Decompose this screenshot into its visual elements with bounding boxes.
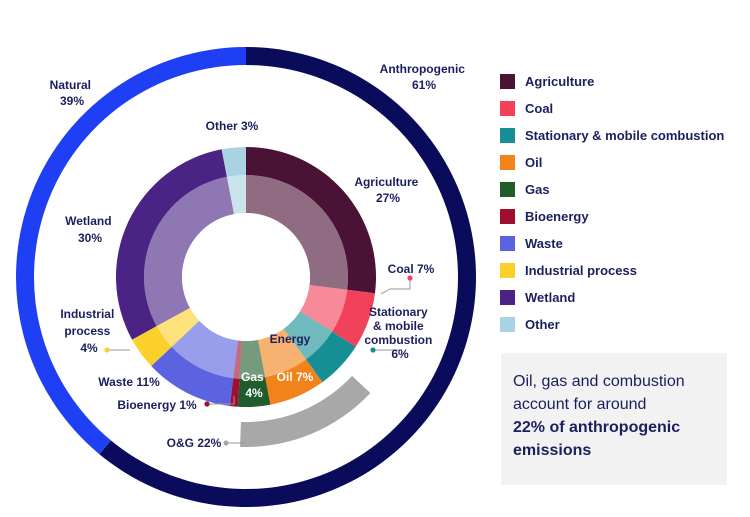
callout-box: Oil, gas and combustion account for arou… — [501, 353, 727, 485]
chart-labels: Natural 39% Anthropogenic 61% Other 3% A… — [50, 62, 469, 450]
slice-other — [221, 147, 246, 177]
slice-agriculture — [246, 147, 376, 294]
leader-dot-industrial — [104, 347, 110, 353]
legend-label: Coal — [525, 101, 554, 116]
legend-item: Bioenergy — [500, 203, 724, 230]
slice-stationary-and-mobile-combustion — [305, 331, 356, 383]
slice-bioenergy — [229, 378, 240, 407]
og-arc — [240, 375, 371, 448]
legend-swatch — [500, 101, 515, 116]
inner-ring — [115, 147, 376, 407]
legend-label: Stationary & mobile combustion — [525, 128, 725, 143]
legend-item: Agriculture — [500, 68, 724, 95]
legend-swatch — [500, 263, 515, 278]
industrial-process-label: Industrial process 4% — [60, 307, 117, 355]
legend-label: Agriculture — [525, 74, 595, 89]
legend-item: Stationary & mobile combustion — [500, 122, 724, 149]
legend-label: Bioenergy — [525, 209, 589, 224]
slice-inner-industrial-process — [156, 307, 200, 347]
leader-line-bioenergy — [207, 396, 235, 405]
legend-item: Coal — [500, 95, 724, 122]
legend-item: Other — [500, 311, 724, 338]
leader-dot-bioenergy — [204, 401, 210, 407]
outer-ring — [16, 47, 477, 507]
outer-slice-anthropogenic — [99, 47, 477, 507]
leader-line-coal — [380, 278, 411, 295]
legend-label: Gas — [525, 182, 550, 197]
legend-item: Gas — [500, 176, 724, 203]
legend-label: Waste — [525, 236, 563, 251]
legend-item: Industrial process — [500, 257, 724, 284]
leader-dot-combustion — [370, 347, 376, 353]
legend-item: Wetland — [500, 284, 724, 311]
callout-highlight: 22% of anthropogenic — [513, 419, 681, 436]
slice-oil — [265, 359, 323, 405]
leader-lines — [104, 275, 413, 446]
slice-inner-waste — [171, 320, 238, 379]
slice-waste — [151, 346, 234, 406]
legend: Agriculture Coal Stationary & mobile com… — [500, 68, 724, 338]
legend-swatch — [500, 290, 515, 305]
slice-inner-stationary-and-mobile-combustion — [283, 311, 333, 360]
oil-label: Oil 7% — [277, 370, 314, 384]
bioenergy-label: Bioenergy 1% — [117, 398, 197, 412]
slice-inner-gas — [239, 339, 266, 379]
legend-swatch — [500, 236, 515, 251]
outer-slice-natural — [16, 47, 247, 455]
legend-swatch — [500, 74, 515, 89]
og-arc-group — [240, 375, 371, 448]
legend-swatch — [500, 209, 515, 224]
leader-dot-og — [223, 440, 229, 446]
coal-label: Coal 7% — [388, 262, 435, 276]
legend-swatch — [500, 155, 515, 170]
anthropogenic-label: Anthropogenic 61% — [380, 62, 469, 92]
wetland-label: Wetland 30% — [65, 214, 115, 245]
slice-gas — [237, 377, 271, 407]
slice-inner-agriculture — [246, 175, 348, 290]
legend-label: Oil — [525, 155, 543, 170]
waste-label: Waste 11% — [98, 375, 160, 389]
callout-highlight: emissions — [513, 442, 592, 459]
donut-hole — [182, 213, 310, 341]
slice-inner-bioenergy — [233, 340, 242, 379]
legend-item: Waste — [500, 230, 724, 257]
slice-inner-coal — [300, 285, 348, 332]
energy-label: Energy — [270, 332, 311, 346]
legend-label: Industrial process — [525, 263, 637, 278]
gas-label: Gas 4% — [241, 370, 267, 400]
legend-swatch — [500, 317, 515, 332]
slice-industrial-process — [132, 326, 172, 366]
callout-line: account for around — [513, 396, 647, 413]
slice-inner-oil — [257, 328, 306, 378]
slice-wetland — [115, 149, 227, 340]
slice-inner-other — [226, 175, 246, 215]
leader-dot-coal — [407, 275, 413, 281]
legend-item: Oil — [500, 149, 724, 176]
other-label: Other 3% — [206, 119, 259, 133]
agriculture-label: Agriculture 27% — [354, 175, 421, 205]
combustion-label: Stationary & mobile combustion 6% — [364, 305, 435, 361]
callout-line: Oil, gas and combustion — [513, 373, 685, 390]
legend-label: Wetland — [525, 290, 576, 305]
legend-swatch — [500, 182, 515, 197]
natural-label: Natural 39% — [50, 78, 95, 108]
slice-coal — [332, 289, 375, 347]
slice-inner-wetland — [144, 176, 235, 327]
og-label: O&G 22% — [167, 436, 222, 450]
legend-swatch — [500, 128, 515, 143]
legend-label: Other — [525, 317, 560, 332]
